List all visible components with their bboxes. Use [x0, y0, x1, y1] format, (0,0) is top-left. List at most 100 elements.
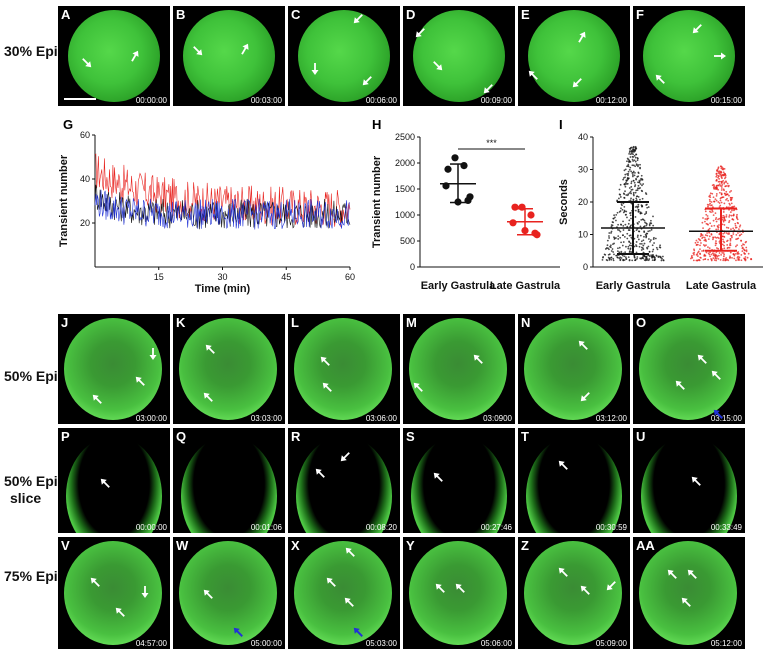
data-point	[737, 259, 740, 261]
data-point	[644, 258, 647, 260]
data-point	[730, 202, 733, 205]
data-point	[702, 217, 704, 219]
data-point	[630, 197, 632, 200]
y-tick-label: 30	[578, 165, 588, 175]
data-point	[645, 234, 648, 237]
data-point	[527, 211, 535, 219]
y-tick-label: 0	[410, 262, 415, 272]
data-point	[631, 188, 634, 191]
data-point	[656, 248, 659, 251]
timestamp: 00:33:49	[710, 523, 742, 532]
data-point	[617, 238, 620, 240]
data-point	[624, 190, 626, 193]
y-tick-label: 40	[578, 132, 588, 142]
data-point	[628, 244, 631, 247]
data-point	[722, 179, 725, 182]
image-tile-d: D 00:09:00	[403, 6, 515, 106]
data-point	[736, 217, 738, 220]
data-point	[717, 257, 720, 260]
data-point	[618, 229, 621, 232]
data-point	[626, 194, 629, 197]
data-point	[709, 255, 712, 258]
embryo-slice	[526, 436, 622, 533]
data-point	[699, 239, 702, 242]
data-point	[720, 175, 723, 178]
data-point	[722, 255, 725, 258]
data-point	[643, 235, 645, 238]
data-point	[707, 223, 709, 226]
data-point	[696, 255, 699, 257]
data-point	[637, 164, 640, 166]
data-point	[709, 222, 712, 225]
data-point	[632, 156, 635, 158]
data-point	[705, 251, 708, 254]
data-point	[630, 185, 633, 188]
data-point	[717, 184, 720, 187]
data-point	[710, 225, 713, 227]
data-point	[695, 239, 698, 242]
data-point	[648, 255, 651, 258]
data-point	[638, 230, 641, 233]
panel-letter: S	[406, 429, 415, 444]
data-point	[728, 219, 731, 222]
data-point	[634, 216, 637, 218]
white-arrow-icon	[353, 14, 363, 24]
data-point	[466, 193, 474, 201]
panel-letter: V	[61, 538, 70, 553]
x-tick-label: 15	[154, 272, 164, 282]
data-point	[629, 214, 632, 217]
data-point	[726, 197, 728, 200]
data-point	[735, 233, 738, 236]
data-point	[613, 214, 615, 217]
data-point	[716, 225, 719, 227]
data-point	[708, 231, 711, 234]
data-point	[642, 183, 645, 185]
data-point	[632, 179, 635, 182]
white-arrow-icon	[433, 61, 443, 71]
data-point	[710, 253, 713, 256]
white-arrow-icon	[205, 344, 215, 354]
data-point	[720, 189, 723, 191]
data-point	[735, 226, 738, 229]
data-point	[619, 193, 622, 196]
data-point	[637, 181, 639, 184]
data-point	[733, 205, 736, 208]
data-point	[645, 210, 648, 213]
data-point	[733, 209, 735, 212]
data-point	[691, 256, 694, 259]
data-point	[736, 213, 738, 216]
data-point	[647, 206, 650, 208]
data-point	[649, 240, 651, 243]
data-point	[706, 218, 709, 221]
data-point	[727, 259, 730, 262]
data-point	[712, 186, 715, 189]
data-point	[625, 194, 628, 196]
image-tile-c: C 00:06:00	[288, 6, 400, 106]
data-point	[633, 181, 636, 184]
data-point	[639, 225, 642, 228]
data-point	[634, 160, 637, 163]
data-point	[725, 190, 728, 193]
data-point	[732, 227, 735, 230]
data-point	[628, 240, 630, 243]
white-arrow-icon	[578, 31, 586, 43]
image-tile-m: M 03:0900	[403, 314, 515, 424]
data-point	[660, 259, 663, 262]
data-point	[725, 181, 727, 184]
data-point	[740, 259, 743, 262]
data-point	[697, 250, 700, 253]
white-arrow-icon	[322, 382, 332, 392]
data-point	[627, 256, 630, 259]
data-point	[729, 255, 731, 258]
data-point	[638, 221, 641, 223]
data-point	[626, 237, 629, 240]
data-point	[719, 197, 722, 200]
embryo-disc	[294, 541, 392, 645]
data-point	[635, 244, 637, 246]
data-point	[637, 238, 640, 241]
data-point	[728, 246, 731, 249]
white-arrow-icon	[572, 78, 582, 88]
data-point	[731, 218, 734, 220]
data-point	[624, 213, 627, 216]
timestamp: 04:57:00	[135, 639, 167, 648]
